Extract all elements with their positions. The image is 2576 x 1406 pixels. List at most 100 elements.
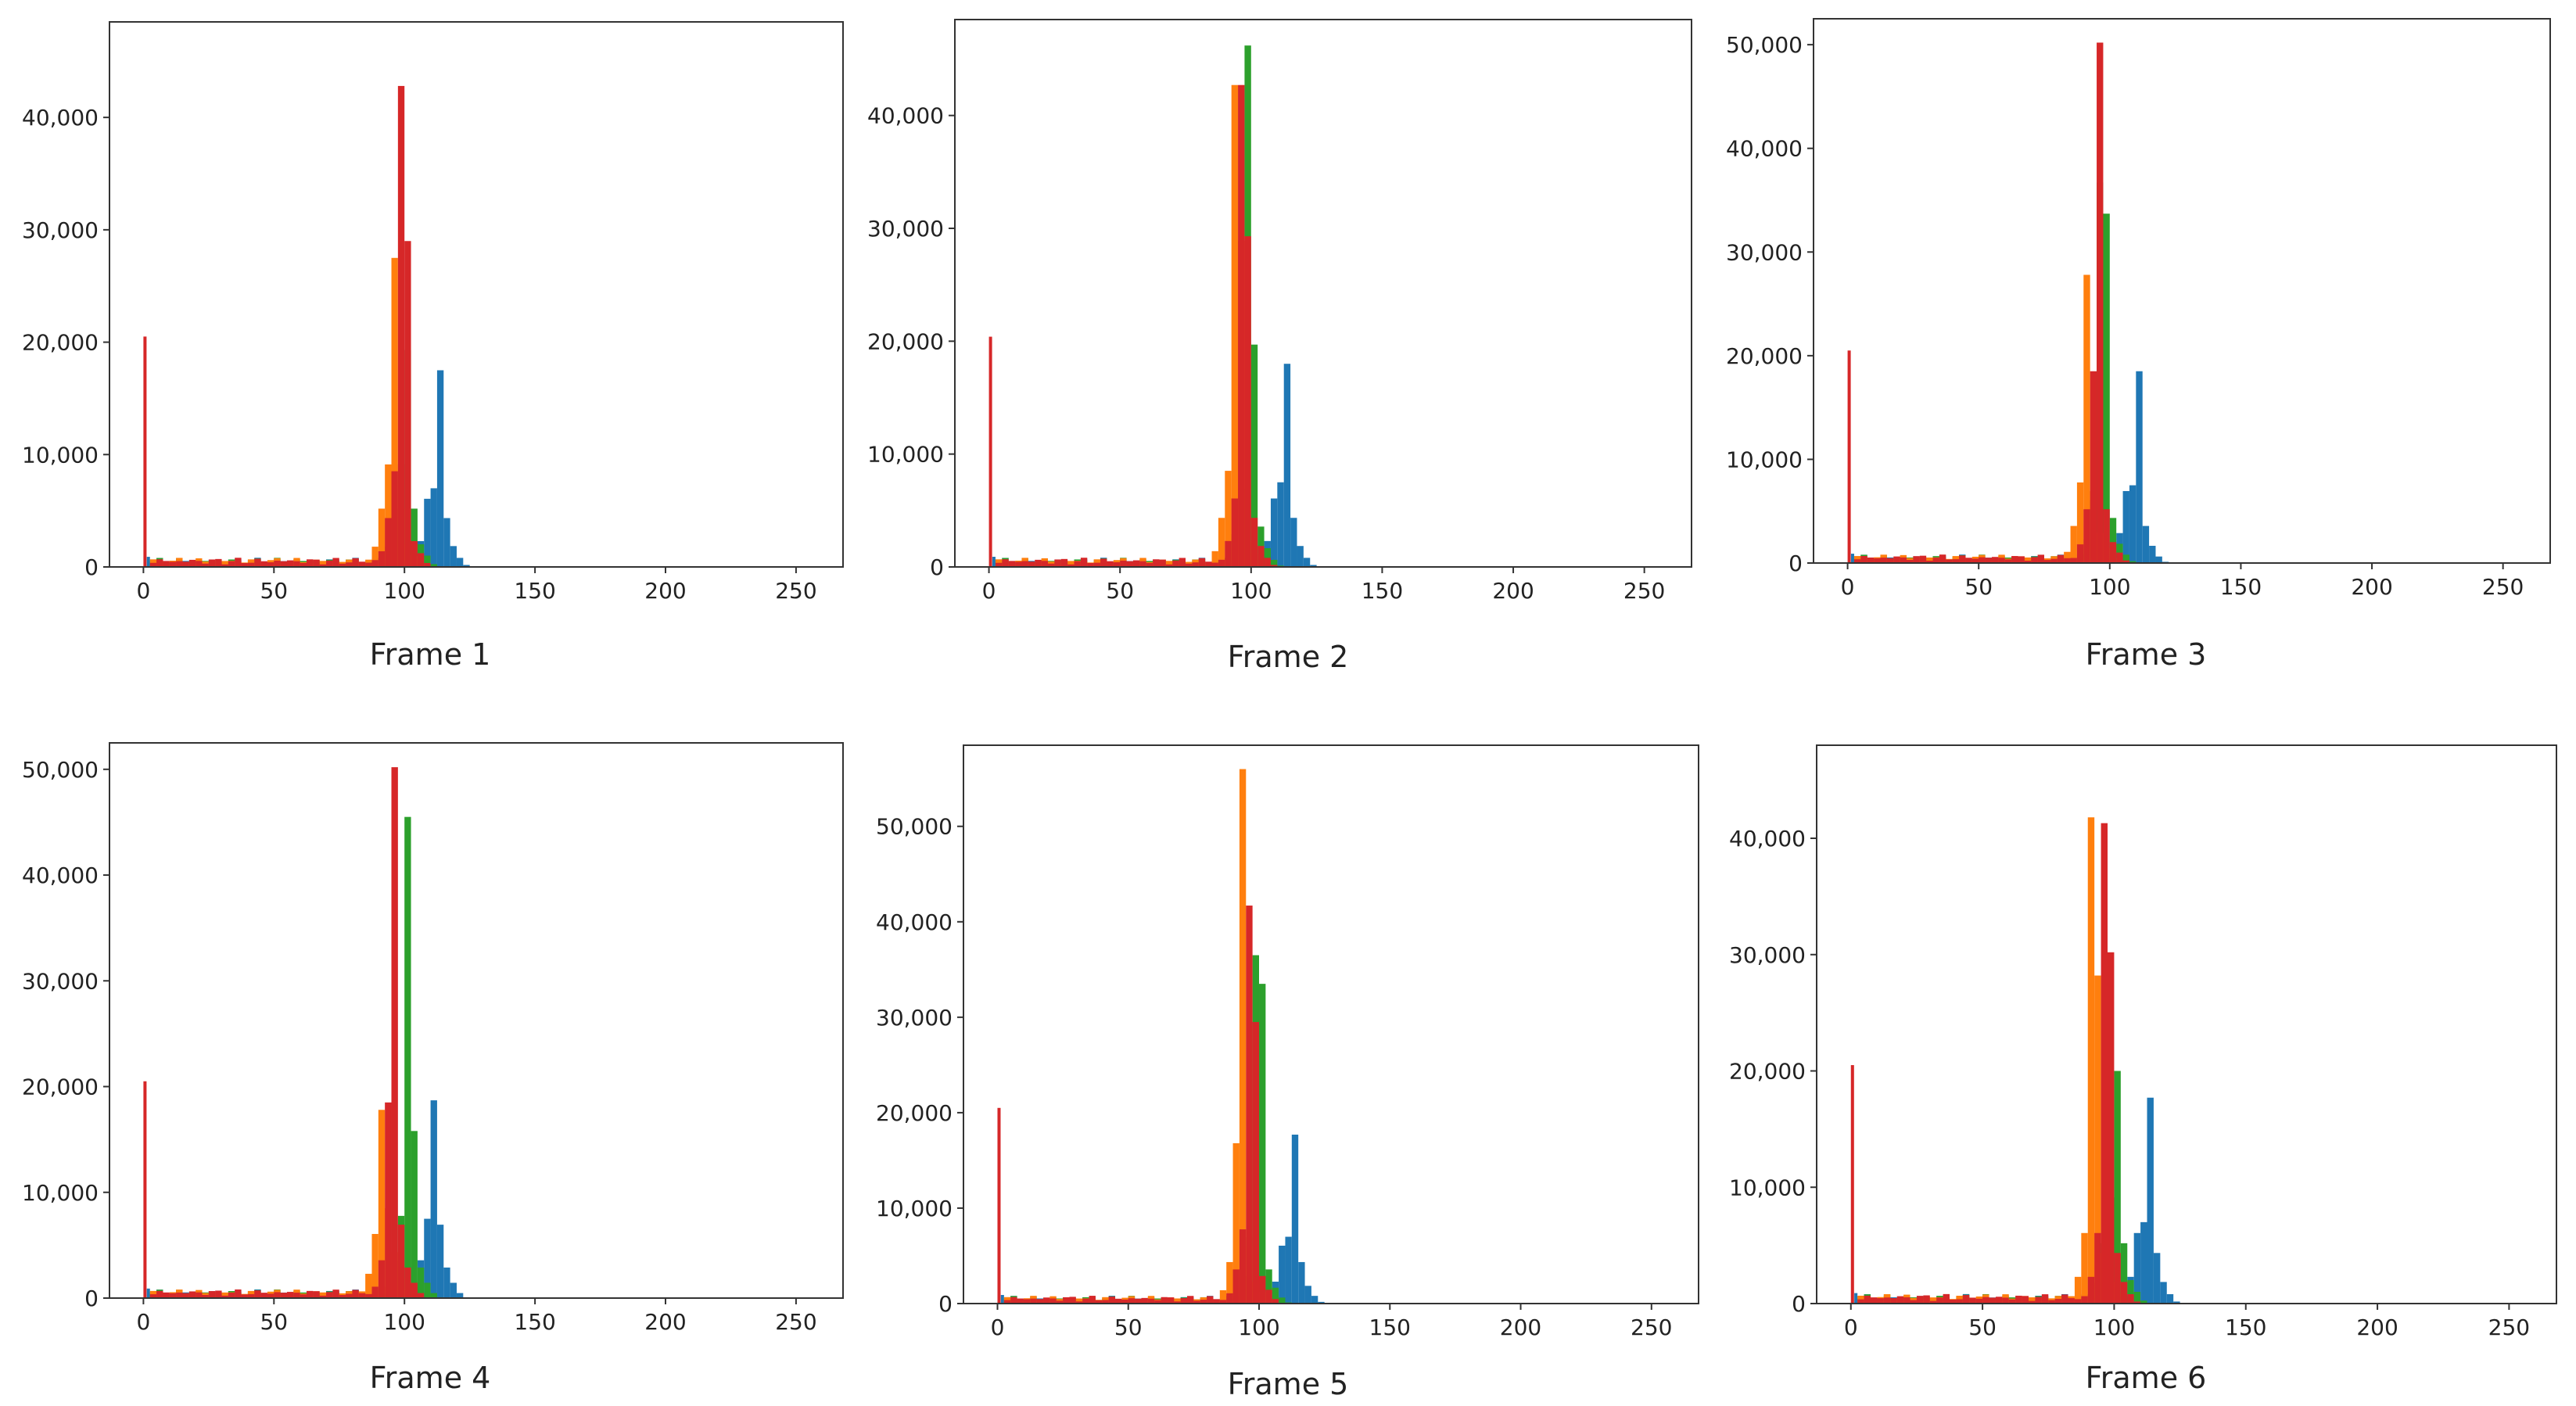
histogram-bar (1864, 1295, 1871, 1304)
histogram-bar (1883, 1297, 1891, 1304)
histogram-bar (1962, 1295, 1970, 1304)
histogram-bar (221, 564, 228, 567)
histogram-bar (1080, 558, 1088, 567)
histogram-bar (1132, 560, 1140, 567)
plot-frame (954, 19, 1692, 568)
x-tick-label: 200 (644, 578, 686, 604)
histogram-bar (2142, 525, 2150, 563)
histogram-bar (1219, 1300, 1227, 1304)
histogram-bar (1239, 769, 1247, 1304)
x-tick-label: 50 (1106, 578, 1134, 604)
y-tick-label: 30,000 (22, 968, 99, 994)
histogram-bar (1975, 1298, 1983, 1304)
series-blue (1850, 371, 2176, 563)
y-tick-label: 40,000 (22, 105, 99, 131)
chart-caption: Frame 5 (1227, 1367, 1349, 1401)
histogram-bar (365, 1273, 372, 1298)
histogram-bar (1159, 559, 1166, 567)
histogram-bar (430, 488, 437, 567)
plot-frame (109, 21, 844, 568)
histogram-bar (411, 541, 418, 567)
chart-panel-frame-5: 0 50 100 150 200 250 0 10,000 20,000 30,000 40,000… (858, 704, 1718, 1406)
series-red (988, 84, 1284, 567)
histogram-bar (1225, 471, 1232, 567)
histogram-bar (1850, 1065, 1854, 1304)
histogram-bar (1174, 1298, 1181, 1304)
histogram-bar (2029, 1297, 2036, 1304)
histogram-frame-4: 0 50 100 150 200 250 0 10,000 20,000 30,000 40,000… (22, 742, 844, 1335)
histogram-bar (997, 1107, 1001, 1304)
histogram-bar (1000, 1295, 1004, 1304)
histogram-bar (1200, 1300, 1207, 1304)
histogram-bar (1246, 906, 1253, 1304)
histogram-bar (1041, 561, 1049, 567)
histogram-bar (202, 1294, 209, 1298)
histogram-bar (424, 1282, 431, 1298)
histogram-bar (1089, 1296, 1096, 1304)
histogram-bar (1167, 1297, 1175, 1304)
histogram-bar (2094, 975, 2101, 1304)
histogram-bar (2129, 485, 2137, 563)
y-tick-label: 0 (938, 1291, 953, 1317)
histogram-bar (1213, 1299, 1220, 1304)
y-tick-label: 10,000 (876, 1196, 953, 1221)
histogram-bar (2057, 554, 2065, 563)
histogram-bar (430, 564, 437, 567)
histogram-bar (1880, 558, 1887, 563)
histogram-bar (1896, 1296, 1904, 1304)
histogram-bar (1036, 1299, 1044, 1304)
histogram-frame-2: 0 50 100 150 200 250 0 10,000 20,000 30,000 40,000 (867, 19, 1692, 604)
y-tick-label: 20,000 (1729, 1059, 1806, 1085)
histogram-bar (1226, 1293, 1233, 1304)
histogram-bar (2004, 559, 2012, 563)
histogram-bar (2087, 817, 2095, 1304)
histogram-bar (1225, 540, 1232, 567)
series-red (143, 85, 444, 568)
histogram-bar (1965, 558, 1972, 563)
x-tick-label: 0 (1844, 1315, 1858, 1340)
histogram-bar (326, 1292, 333, 1298)
histogram-bar (436, 1225, 444, 1298)
y-tick-label: 30,000 (876, 1005, 953, 1031)
histogram-bar (1002, 559, 1009, 567)
y-tick-label: 40,000 (876, 909, 953, 935)
histogram-bar (221, 1295, 228, 1298)
histogram-bar (2094, 1232, 2101, 1304)
histogram-bar (2041, 1294, 2049, 1304)
histogram-bar (371, 1233, 379, 1298)
histogram-bar (169, 561, 177, 567)
histogram-bar (1015, 561, 1022, 567)
y-tick-label: 40,000 (1726, 136, 1803, 162)
y-tick-label: 30,000 (1726, 239, 1803, 265)
histogram-bar (1877, 1298, 1884, 1304)
x-tick-label: 50 (1964, 574, 1993, 600)
histogram-bar (1270, 498, 1278, 567)
x-tick-label: 200 (1492, 578, 1534, 604)
histogram-bar (1165, 564, 1173, 567)
histogram-bar (188, 1291, 196, 1298)
histogram-bar (1910, 1300, 1917, 1304)
x-tick-label: 0 (991, 1315, 1005, 1340)
histogram-bar (1913, 556, 1920, 563)
histogram-bar (424, 498, 431, 567)
plot-frame (109, 742, 844, 1299)
x-tick-label: 0 (136, 578, 150, 604)
plot-frame (1816, 744, 2557, 1304)
y-tick-label: 0 (1792, 1291, 1806, 1317)
x-tick-label: 200 (644, 1309, 686, 1335)
histogram-bar (2022, 1296, 2029, 1304)
histogram-bar (1985, 558, 1992, 563)
histogram-bar (2101, 823, 2108, 1304)
histogram-bar (2120, 1282, 2128, 1304)
histogram-bar (2068, 1298, 2075, 1304)
histogram-bar (2081, 1232, 2088, 1304)
histogram-bar (1218, 559, 1225, 567)
histogram-bar (1272, 1287, 1279, 1304)
histogram-bar (2129, 561, 2137, 563)
x-tick-label: 250 (1631, 1315, 1672, 1340)
histogram-bar (2083, 509, 2090, 563)
histogram-bar (1056, 1300, 1064, 1304)
histogram-bar (2140, 1221, 2147, 1304)
histogram-bar (163, 1292, 170, 1298)
y-tick-label: 30,000 (1729, 942, 1806, 968)
